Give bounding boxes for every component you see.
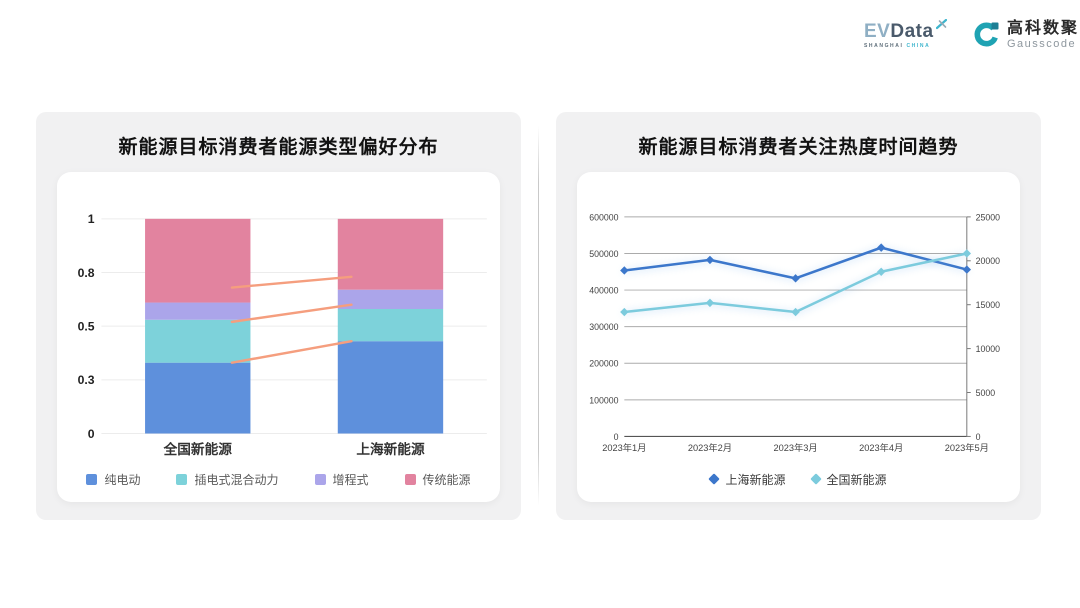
x-axis-tick-label: 2023年4月 <box>859 442 903 453</box>
data-point-全国新能源-2023年5月[interactable] <box>962 249 972 258</box>
gausscode-logo: 高科数聚 Gausscode <box>972 20 1079 52</box>
y-axis-tick-label: 0.5 <box>78 320 95 334</box>
bar-segment-上海新能源-增程式[interactable] <box>337 289 444 309</box>
legend-diamond-icon <box>809 473 822 486</box>
legend-swatch-icon <box>86 473 98 485</box>
legend-item-上海新能源[interactable]: 上海新能源 <box>708 471 786 488</box>
right-axis-tick-label: 20000 <box>976 256 1001 266</box>
left-axis-tick-label: 0 <box>614 432 619 442</box>
x-category-label: 全国新能源 <box>163 441 233 457</box>
legend-swatch-icon <box>404 473 416 485</box>
legend-swatch-icon <box>314 473 326 485</box>
evdata-x-icon <box>935 19 947 30</box>
data-point-上海新能源-2023年4月[interactable] <box>877 243 886 252</box>
data-point-上海新能源-2023年3月[interactable] <box>791 274 800 283</box>
card-divider <box>538 126 539 506</box>
line-chart-legend: 上海新能源 全国新能源 <box>577 465 1020 502</box>
gausscode-mark-icon <box>974 22 999 47</box>
x-category-label: 上海新能源 <box>356 441 425 457</box>
legend-item-传统能源[interactable]: 传统能源 <box>404 471 471 488</box>
legend-item-纯电动[interactable]: 纯电动 <box>86 471 140 488</box>
bar-segment-上海新能源-插电式混合动力[interactable] <box>337 308 444 342</box>
gausscode-name-en: Gausscode <box>1007 38 1077 51</box>
legend-label: 纯电动 <box>104 472 141 487</box>
legend-label: 全国新能源 <box>826 472 887 487</box>
data-point-全国新能源-2023年3月[interactable] <box>791 307 800 317</box>
bar-chart: 0 0.3 0.5 0.8 1 全国新能源 上海新能源 <box>78 212 487 457</box>
gausscode-name-cn: 高科数聚 <box>1007 20 1080 37</box>
card-attention-trend: 新能源目标消费者关注热度时间趋势 0 100000 200000 300000 4000… <box>556 112 1041 520</box>
bar-segment-全国新能源-增程式[interactable] <box>145 302 251 320</box>
evdata-logo: EV Data SHANGHAI CHINA <box>864 19 947 49</box>
x-axis-tick-label: 2023年1月 <box>602 442 646 453</box>
line-chart-title: 新能源目标消费者关注热度时间趋势 <box>638 137 959 158</box>
legend-diamond-icon <box>708 473 721 486</box>
x-axis-tick-label: 2023年5月 <box>945 442 989 453</box>
bar-chart-panel: 0 0.3 0.5 0.8 1 全国新能源 上海新能源 纯电动 插电式混合动力 增程式 传统能源 <box>57 172 500 502</box>
evdata-subtext: SHANGHAI CHINA <box>864 43 931 49</box>
legend-item-增程式[interactable]: 增程式 <box>314 471 369 488</box>
y-axis-tick-label: 0.3 <box>78 373 95 387</box>
legend-label: 增程式 <box>332 472 369 487</box>
data-point-全国新能源-2023年2月[interactable] <box>705 298 715 308</box>
left-axis-tick-label: 200000 <box>589 359 618 369</box>
right-axis-tick-label: 15000 <box>976 300 1001 310</box>
legend-label: 传统能源 <box>422 472 471 487</box>
right-axis-tick-label: 0 <box>976 432 981 442</box>
bar-segment-全国新能源-传统能源[interactable] <box>145 218 251 303</box>
left-axis-tick-label: 500000 <box>589 249 618 259</box>
line-series-全国新能源 <box>623 252 969 314</box>
line-chart: 0 100000 200000 300000 400000 500000 600000 0 50… <box>589 212 1001 453</box>
data-point-全国新能源-2023年1月[interactable] <box>620 307 629 317</box>
legend-item-插电式混合动力[interactable]: 插电式混合动力 <box>176 471 279 488</box>
left-axis-tick-label: 600000 <box>589 212 618 222</box>
data-point-上海新能源-2023年2月[interactable] <box>705 255 715 265</box>
legend-swatch-icon <box>176 473 188 485</box>
bar-chart-legend: 纯电动 插电式混合动力 增程式 传统能源 <box>57 465 500 502</box>
segment-connector-line <box>230 275 353 289</box>
line-chart-panel: 0 100000 200000 300000 400000 500000 600000 0 50… <box>577 172 1020 502</box>
left-axis-tick-label: 300000 <box>589 322 618 332</box>
legend-label: 插电式混合动力 <box>194 472 279 487</box>
bar-segment-全国新能源-纯电动[interactable] <box>145 362 251 434</box>
legend-item-全国新能源[interactable]: 全国新能源 <box>809 471 887 488</box>
evdata-logo-text: EV <box>864 21 891 42</box>
data-point-上海新能源-2023年1月[interactable] <box>620 266 629 275</box>
data-point-全国新能源-2023年4月[interactable] <box>877 267 886 276</box>
line-series-上海新能源 <box>623 246 969 280</box>
legend-label: 上海新能源 <box>725 472 786 487</box>
y-axis-tick-label: 0.8 <box>78 266 95 280</box>
segment-connector-line <box>230 303 353 324</box>
bar-segment-上海新能源-纯电动[interactable] <box>337 341 444 434</box>
bar-segment-全国新能源-插电式混合动力[interactable] <box>145 319 251 363</box>
x-axis-tick-label: 2023年3月 <box>773 442 817 453</box>
y-axis-tick-label: 0 <box>88 427 95 441</box>
bar-chart-title: 新能源目标消费者能源类型偏好分布 <box>118 137 439 158</box>
right-axis-tick-label: 10000 <box>976 344 1001 354</box>
left-axis-tick-label: 400000 <box>589 285 618 295</box>
right-axis-tick-label: 5000 <box>976 388 996 398</box>
left-axis-tick-label: 100000 <box>589 395 618 405</box>
right-axis-tick-label: 25000 <box>976 212 1001 222</box>
card-energy-type-preference: 新能源目标消费者能源类型偏好分布 0 0.3 0.5 0.8 1 全国新能源 上海新能源 纯… <box>36 112 521 520</box>
y-axis-tick-label: 1 <box>88 212 95 226</box>
data-point-上海新能源-2023年5月[interactable] <box>962 265 972 274</box>
bar-segment-上海新能源-传统能源[interactable] <box>337 218 444 290</box>
x-axis-tick-label: 2023年2月 <box>688 442 732 453</box>
segment-connector-line <box>230 339 353 364</box>
